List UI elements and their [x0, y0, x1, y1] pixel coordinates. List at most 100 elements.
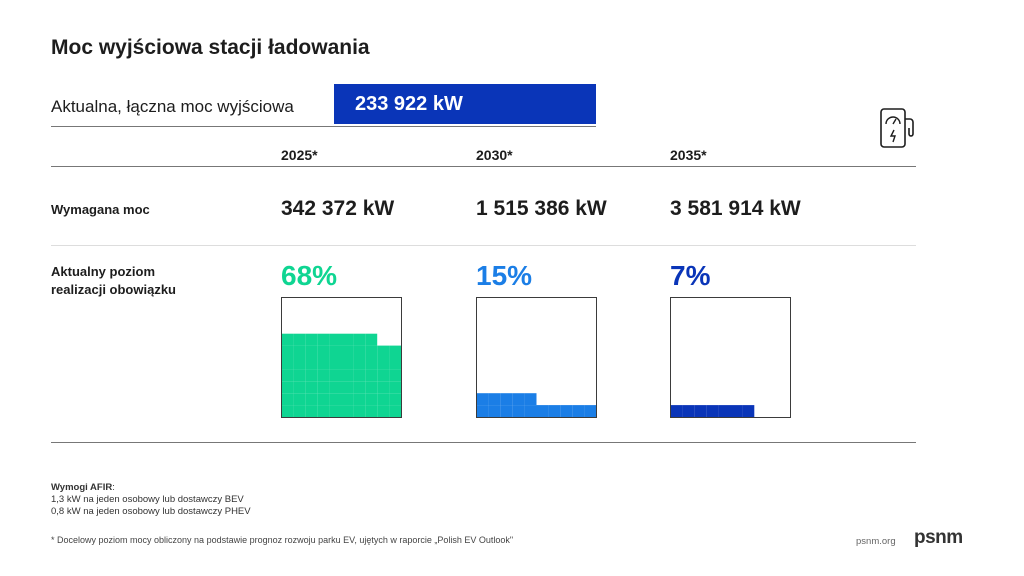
waffle-cell	[341, 393, 354, 406]
waffle-cell	[282, 357, 294, 370]
waffle-cell	[353, 345, 366, 358]
afir-note-phev: 0,8 kW na jeden osobowy lub dostawczy PH…	[51, 506, 251, 517]
waffle-cell	[512, 393, 525, 406]
waffle-cell	[365, 333, 378, 346]
waffle-cell	[671, 405, 683, 417]
waffle-cell	[365, 345, 378, 358]
bottom-divider	[51, 442, 916, 443]
waffle-cell	[389, 345, 401, 358]
header-divider	[51, 166, 916, 167]
waffle-cell	[488, 405, 501, 417]
waffle-cell	[706, 405, 719, 417]
waffle-cell	[317, 369, 330, 382]
waffle-cell	[524, 405, 537, 417]
waffle-cell	[293, 393, 306, 406]
waffle-cell	[293, 405, 306, 417]
current-output-row: Aktualna, łączna moc wyjściowa 233 922 k…	[51, 84, 596, 128]
waffle-cell	[341, 405, 354, 417]
waffle-cell	[477, 405, 489, 417]
waffle-cell	[742, 405, 755, 417]
waffle-cell	[353, 369, 366, 382]
afir-note-bev: 1,3 kW na jeden osobowy lub dostawczy BE…	[51, 494, 244, 505]
waffle-cell	[293, 357, 306, 370]
waffle-cell	[694, 405, 707, 417]
waffle-cell	[305, 369, 318, 382]
required-2035: 3 581 914 kW	[670, 197, 801, 220]
afir-notes-colon: :	[112, 482, 115, 493]
waffle-cell	[329, 369, 342, 382]
waffle-cell	[305, 333, 318, 346]
waffle-cell	[389, 369, 401, 382]
waffle-cell	[524, 393, 537, 406]
waffle-cell	[282, 369, 294, 382]
waffle-cell	[305, 405, 318, 417]
waffle-2025	[281, 297, 402, 418]
waffle-cell	[389, 405, 401, 417]
waffle-cell	[293, 381, 306, 394]
waffle-cell	[329, 393, 342, 406]
waffle-cell	[317, 345, 330, 358]
waffle-cell	[305, 393, 318, 406]
waffle-cell	[536, 405, 549, 417]
waffle-cell	[317, 357, 330, 370]
waffle-cell	[341, 345, 354, 358]
waffle-cell	[329, 405, 342, 417]
year-2035: 2035*	[670, 147, 707, 163]
waffle-cell	[282, 393, 294, 406]
waffle-cell	[353, 393, 366, 406]
waffle-cell	[377, 393, 390, 406]
waffle-cell	[353, 405, 366, 417]
current-output-label: Aktualna, łączna moc wyjściowa	[51, 97, 294, 116]
psnm-logo: psnm	[914, 527, 963, 548]
waffle-cell	[377, 381, 390, 394]
waffle-cell	[282, 333, 294, 346]
waffle-cell	[341, 381, 354, 394]
waffle-cell	[584, 405, 596, 417]
waffle-cell	[353, 381, 366, 394]
completion-level-label-line2: realizacji obowiązku	[51, 282, 176, 297]
waffle-cell	[317, 405, 330, 417]
waffle-cell	[500, 405, 513, 417]
waffle-2030	[476, 297, 597, 418]
waffle-cell	[305, 345, 318, 358]
waffle-cell	[560, 405, 573, 417]
afir-notes: Wymogi AFIR: 1,3 kW na jeden osobowy lub…	[51, 482, 251, 518]
waffle-cell	[282, 381, 294, 394]
waffle-cell	[353, 357, 366, 370]
waffle-cell	[389, 357, 401, 370]
afir-notes-title: Wymogi AFIR	[51, 482, 113, 493]
waffle-cell	[512, 405, 525, 417]
site-url: psnm.org	[856, 536, 896, 547]
waffle-cell	[329, 357, 342, 370]
waffle-cell	[365, 381, 378, 394]
completion-level-label: Aktualny poziom realizacji obowiązku	[51, 263, 176, 299]
waffle-cell	[282, 345, 294, 358]
waffle-2035	[670, 297, 791, 418]
waffle-cell	[682, 405, 695, 417]
waffle-cell	[293, 333, 306, 346]
required-power-label: Wymagana moc	[51, 202, 150, 217]
waffle-cell	[718, 405, 731, 417]
waffle-cell	[317, 333, 330, 346]
required-2025: 342 372 kW	[281, 197, 395, 220]
waffle-cell	[730, 405, 743, 417]
waffle-cell	[365, 393, 378, 406]
waffle-cell	[282, 405, 294, 417]
waffle-cell	[377, 357, 390, 370]
waffle-cell	[317, 381, 330, 394]
percent-2025: 68%	[281, 260, 338, 291]
waffle-cell	[365, 357, 378, 370]
completion-level-label-line1: Aktualny poziom	[51, 264, 156, 279]
waffle-cell	[548, 405, 561, 417]
waffle-cell	[341, 333, 354, 346]
waffle-cell	[377, 345, 390, 358]
year-2030: 2030*	[476, 147, 513, 163]
waffle-cell	[389, 381, 401, 394]
waffle-cell	[329, 381, 342, 394]
waffle-cell	[341, 357, 354, 370]
waffle-cell	[329, 345, 342, 358]
waffle-cell	[572, 405, 585, 417]
year-2025: 2025*	[281, 147, 318, 163]
waffle-cell	[488, 393, 501, 406]
waffle-cell	[293, 369, 306, 382]
